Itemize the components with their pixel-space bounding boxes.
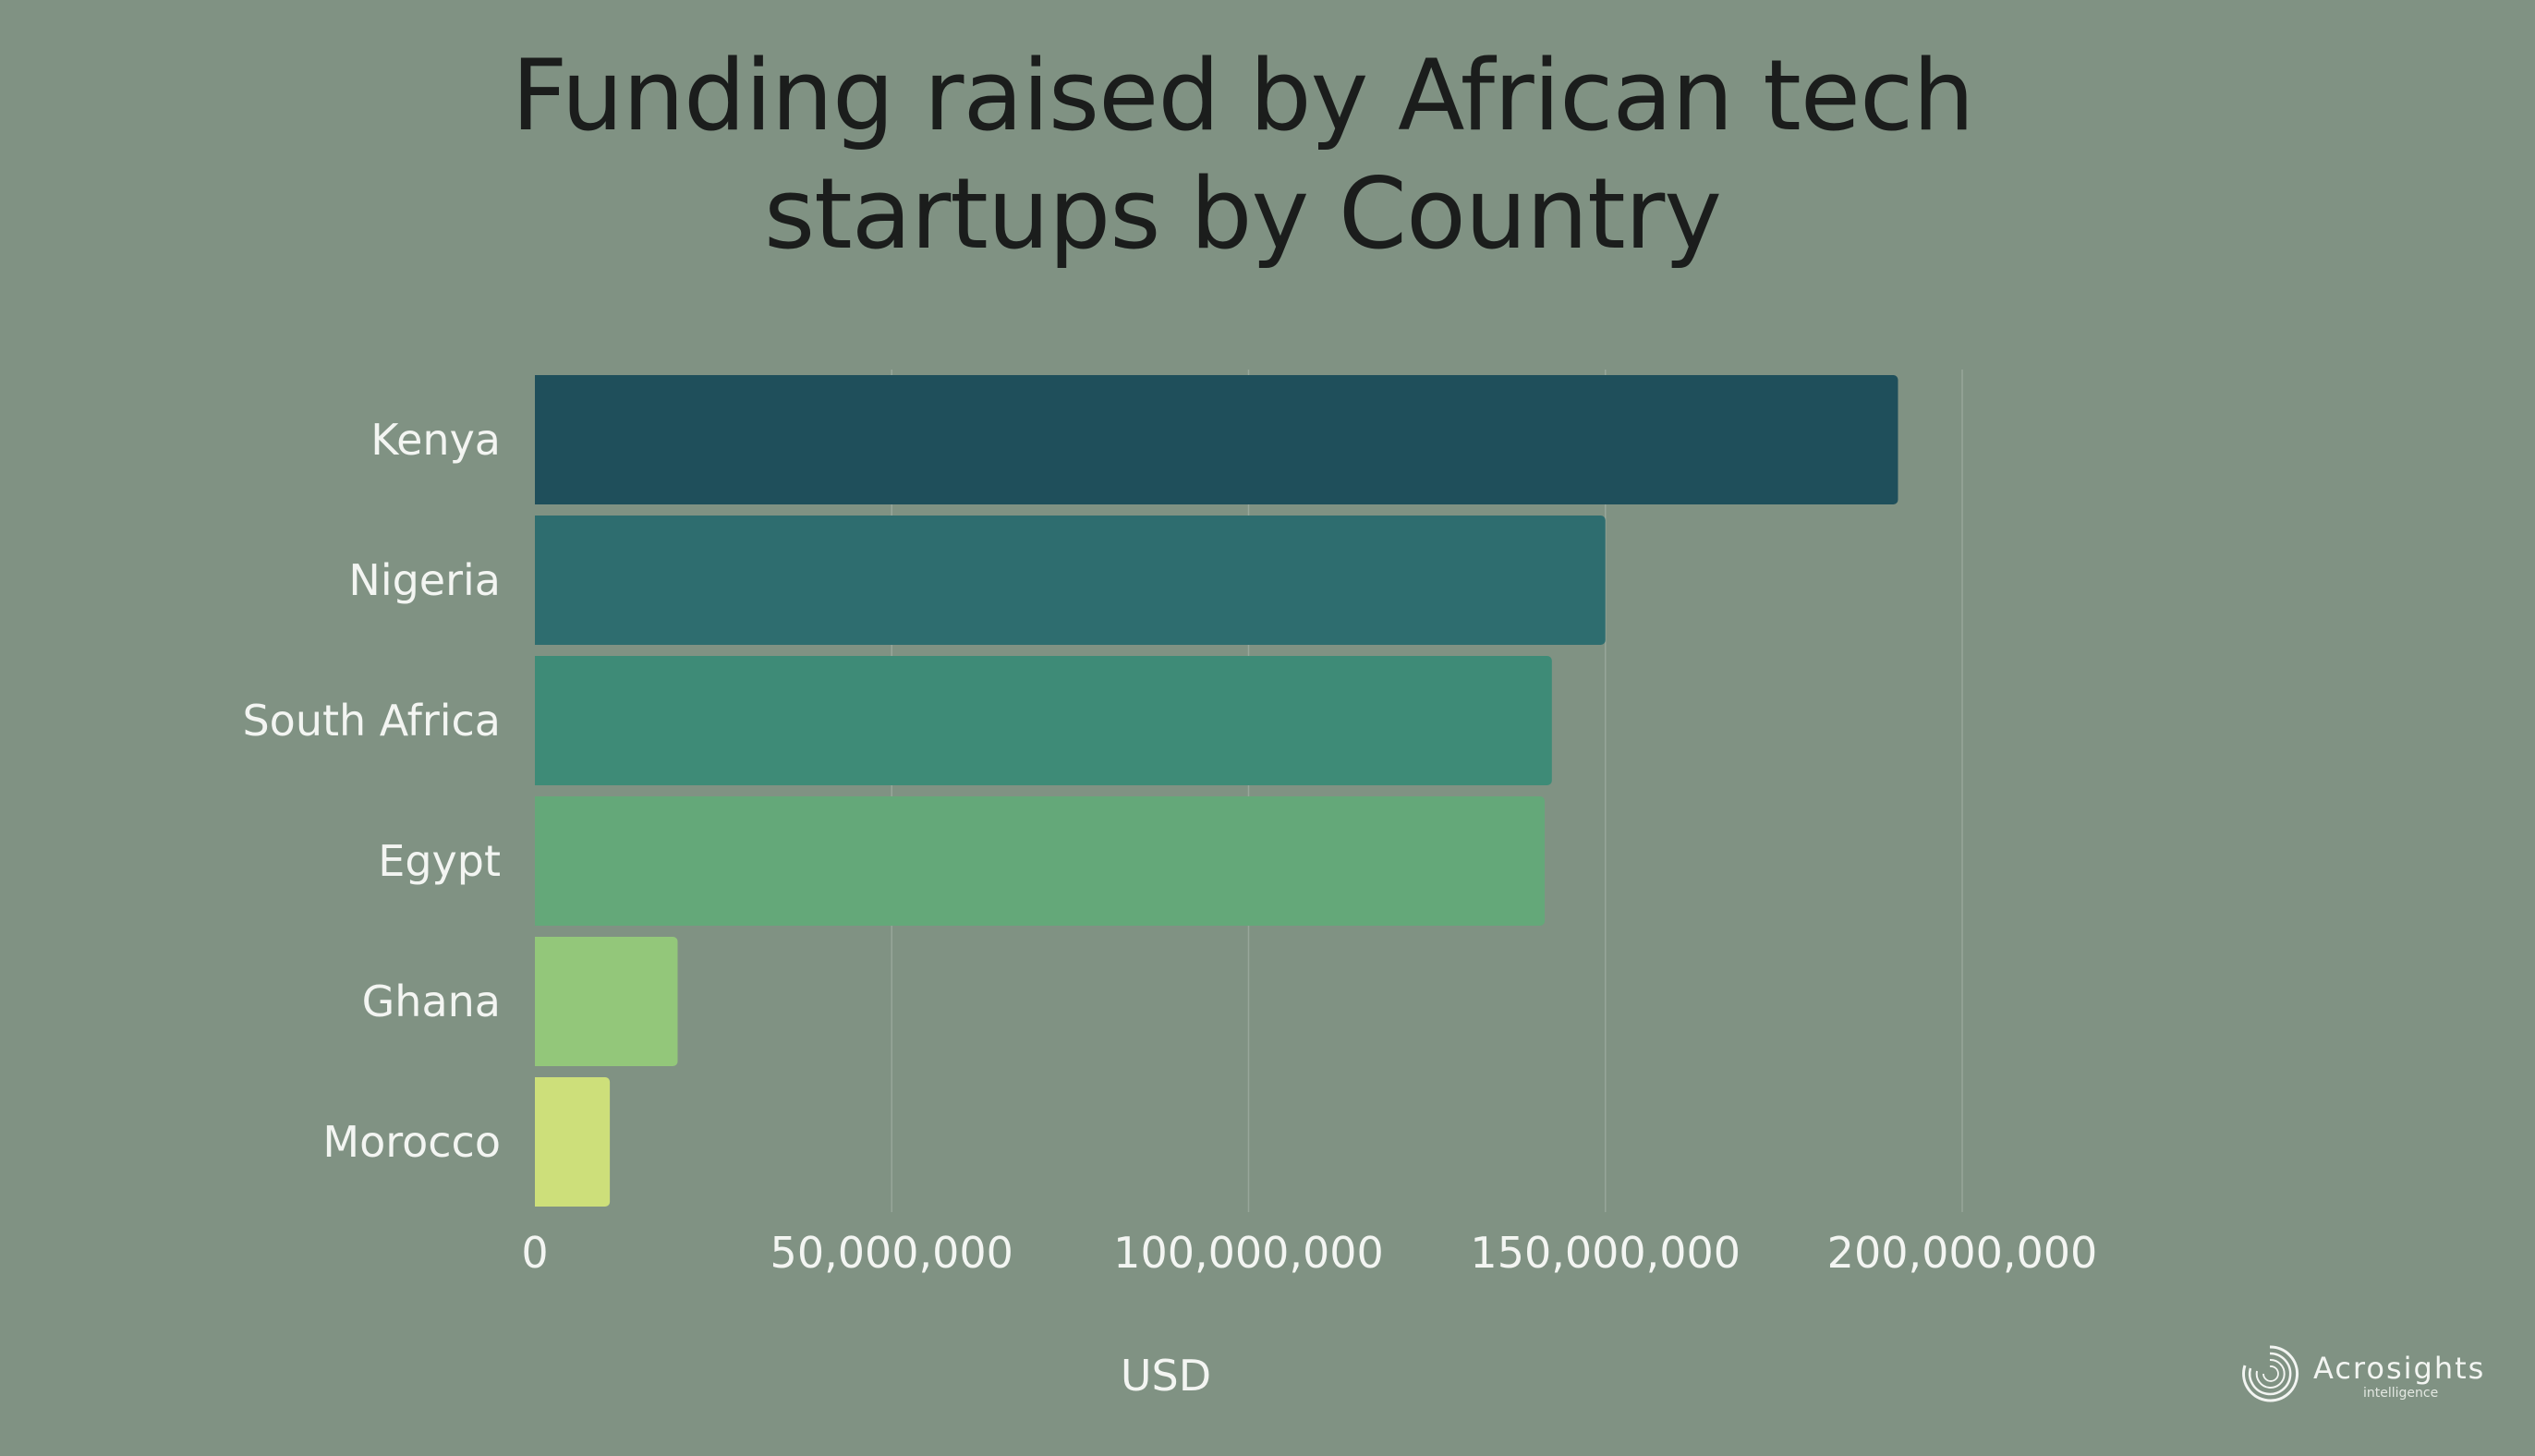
x-axis-title: USD [1121,1351,1211,1401]
bar [535,516,1606,645]
x-tick-label: 100,000,000 [1113,1228,1384,1278]
bar-left-edge [535,656,544,785]
category-label: Nigeria [348,555,501,605]
category-label: Kenya [370,415,501,465]
chart-title: Funding raised by African tech startups … [0,37,2485,273]
acrosights-logo: Acrosights intelligence [2238,1341,2505,1406]
category-label: Ghana [362,977,501,1026]
bar-left-edge [535,937,544,1066]
x-tick-labels: 0 50,000,000 100,000,000 150,000,000 200,000… [521,1228,2097,1278]
bars [535,375,1898,1207]
logo-subtext: intelligence [2363,1386,2439,1401]
category-label: Morocco [322,1117,501,1167]
x-tick-label: 150,000,000 [1470,1228,1741,1278]
category-labels: Kenya Nigeria South Africa Egypt Ghana Morocc… [242,415,501,1167]
chart-title-line-2: startups by Country [763,157,1722,271]
bar-left-edge [535,1077,544,1207]
bar [535,656,1552,785]
x-tick-label: 0 [521,1228,548,1278]
x-tick-label: 50,000,000 [770,1228,1013,1278]
acrosights-logo-mark-icon [2242,1345,2299,1402]
bar-left-edge [535,375,544,504]
bar [535,375,1898,504]
logo-text: Acrosights [2313,1351,2486,1386]
category-label: Egypt [378,836,501,886]
bar [535,1077,611,1207]
x-tick-label: 200,000,000 [1827,1228,2098,1278]
category-label: South Africa [242,696,501,746]
bar-left-edge [535,796,544,926]
bar [535,937,678,1066]
bar-left-edge [535,516,544,645]
chart-title-line-1: Funding raised by African tech [511,39,1975,152]
bar [535,796,1546,926]
gridlines [891,370,1963,1212]
